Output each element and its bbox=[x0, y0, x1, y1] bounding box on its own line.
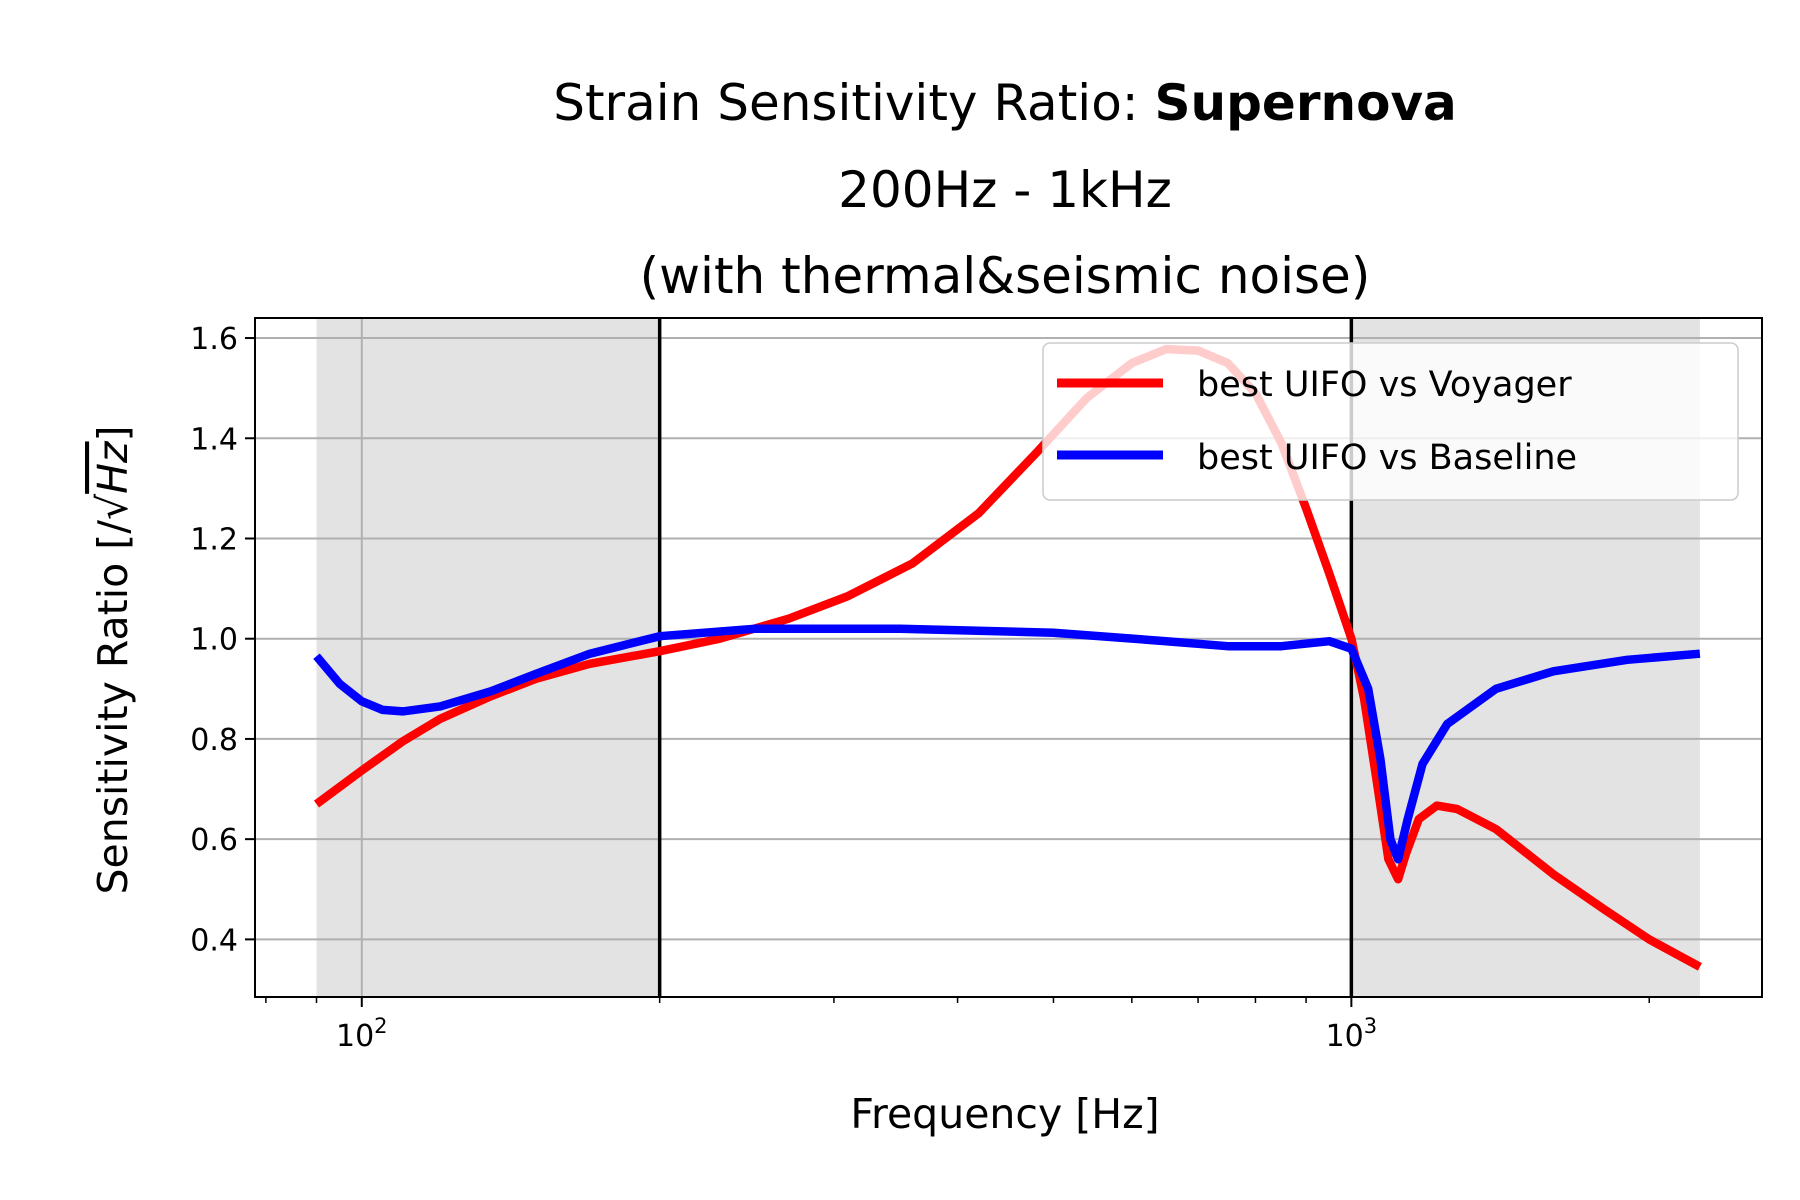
y-tick-label: 1.6 bbox=[190, 322, 238, 357]
y-tick-label: 1.0 bbox=[190, 623, 238, 658]
tick-marks bbox=[245, 337, 1650, 1007]
chart-title-line-2: 200Hz - 1kHz bbox=[838, 161, 1172, 219]
series-line-1 bbox=[313, 624, 1701, 864]
y-tick-label: 0.4 bbox=[190, 923, 238, 958]
y-tick-label: 1.2 bbox=[190, 522, 238, 557]
legend-box bbox=[1042, 342, 1739, 501]
legend-label-voyager: best UIFO vs Voyager bbox=[1197, 365, 1572, 405]
plot-frame bbox=[254, 317, 1763, 998]
y-tick-label: 0.8 bbox=[190, 723, 238, 758]
y-tick-label: 1.4 bbox=[190, 422, 238, 457]
axes bbox=[254, 317, 1763, 998]
tick-labels: 0.4 0.6 0.8 1.0 1.2 1.4 1.6 102 103 bbox=[190, 322, 1377, 1054]
x-tick-label: 102 bbox=[336, 1014, 388, 1054]
chart-title-line-1: Strain Sensitivity Ratio: Supernova bbox=[553, 74, 1457, 132]
x-tick-label: 103 bbox=[1326, 1014, 1378, 1054]
legend-label-baseline: best UIFO vs Baseline bbox=[1197, 438, 1577, 478]
grid-lines bbox=[255, 318, 1762, 997]
y-axis-label: Sensitivity Ratio [/√Hz] bbox=[89, 425, 137, 894]
chart-title-line-3: (with thermal&seismic noise) bbox=[640, 247, 1371, 305]
legend: best UIFO vs Voyager best UIFO vs Baseli… bbox=[1042, 342, 1739, 501]
y-tick-label: 0.6 bbox=[190, 823, 238, 858]
x-axis-label: Frequency [Hz] bbox=[850, 1090, 1159, 1138]
